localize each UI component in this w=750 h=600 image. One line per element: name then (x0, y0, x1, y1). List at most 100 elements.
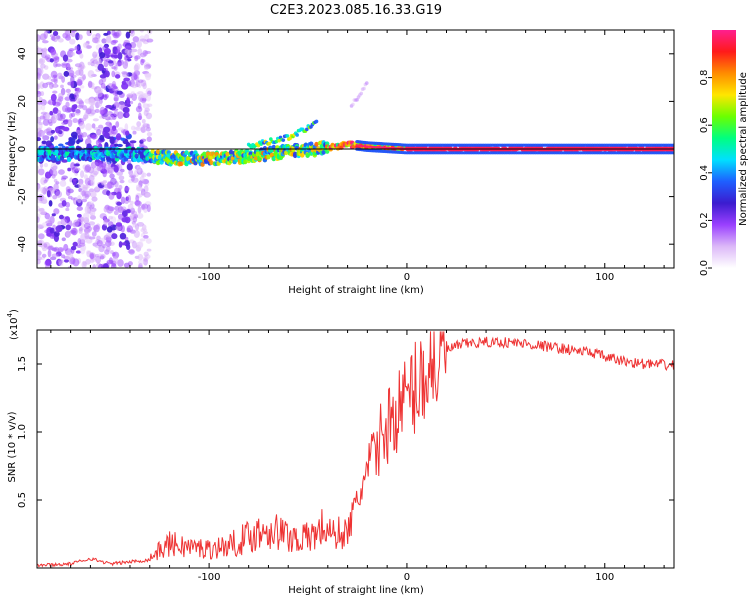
heatmap-cell (74, 45, 80, 51)
heatmap-cell (61, 237, 66, 242)
heatmap-cell (137, 206, 142, 214)
heatmap-cell (37, 216, 40, 223)
heatmap-cell (70, 245, 77, 251)
heatmap-cell (107, 206, 115, 212)
heatmap-cell (116, 30, 122, 37)
heatmap-cell (65, 224, 72, 231)
heatmap-cell (130, 73, 138, 81)
heatmap-cell (145, 112, 153, 120)
heatmap-cell (44, 56, 49, 60)
heatmap-cell (193, 160, 198, 166)
heatmap-cell (66, 252, 74, 260)
heatmap-cell (90, 98, 96, 106)
heatmap-cell (103, 206, 108, 213)
heatmap-cell (89, 252, 94, 260)
heatmap-cell (281, 138, 286, 142)
heatmap-cell (184, 150, 189, 156)
heatmap-cell (68, 48, 75, 52)
heatmap-cell (66, 58, 73, 63)
heatmap-cell (137, 91, 144, 95)
heatmap-cell (137, 253, 144, 261)
heatmap-cell (93, 96, 101, 102)
heatmap-cell (145, 126, 151, 132)
y-tick-label: 40 (17, 47, 28, 60)
heatmap-cell (267, 141, 272, 146)
heatmap-cell (136, 121, 142, 127)
figure-title: C2E3.2023.085.16.33.G19 (270, 3, 442, 18)
heatmap-cell (52, 90, 58, 94)
heatmap-cell (112, 39, 119, 44)
heatmap-cell (117, 213, 124, 220)
heatmap-cell (103, 59, 109, 68)
heatmap-cell (314, 119, 319, 124)
heatmap-cell (67, 188, 74, 194)
heatmap-cell (81, 198, 88, 203)
heatmap-cell (137, 79, 144, 83)
heatmap-cell (87, 61, 92, 66)
heatmap-cell (120, 137, 126, 141)
heatmap-cell (69, 38, 76, 45)
heatmap-cell (120, 168, 125, 173)
y-tick-label: 0.5 (17, 492, 28, 508)
snr-axes: -100 0 100 0.5 1.0 1.5 (17, 330, 674, 583)
heatmap-cell (277, 138, 281, 143)
heatmap-cell (52, 30, 59, 37)
heatmap-cell (53, 208, 60, 215)
heatmap-cell (124, 49, 130, 54)
heatmap-cell (54, 149, 59, 155)
heatmap-cell (140, 126, 146, 133)
colorbar-gradient (712, 30, 736, 268)
heatmap-cell (45, 140, 52, 147)
heatmap-cell (54, 101, 61, 107)
heatmap-cell (122, 106, 130, 113)
heatmap-cell (92, 37, 99, 44)
heatmap-cell (119, 179, 125, 184)
heatmap-cell (63, 70, 70, 77)
heatmap-cell (111, 83, 116, 88)
heatmap-cell (127, 261, 133, 266)
heatmap-cell (100, 156, 106, 162)
heatmap-cell (83, 190, 92, 198)
heatmap-cell (115, 49, 121, 54)
heatmap-cell (50, 115, 56, 122)
heatmap-cell (42, 118, 50, 126)
heatmap-cell (321, 149, 326, 155)
heatmap-cell (42, 82, 49, 89)
heatmap-cell (73, 219, 80, 227)
heatmap-cell (115, 133, 122, 141)
heatmap-cell (81, 65, 86, 69)
heatmap-cell (136, 40, 143, 49)
heatmap-cell (93, 224, 100, 233)
heatmap-cell (61, 175, 68, 180)
heatmap-cell (126, 225, 134, 233)
heatmap-cell (131, 84, 138, 89)
heatmap-cell (671, 143, 674, 147)
heatmap-cell (117, 259, 124, 267)
heatmap-cell (49, 58, 54, 63)
heatmap-cell (133, 230, 140, 238)
heatmap-cell (105, 104, 113, 109)
colorbar-ticks: 0.0 0.2 0.4 0.6 0.8 (699, 70, 712, 276)
heatmap-cell (62, 126, 70, 132)
heatmap-cell (43, 162, 49, 168)
heatmap-cell (295, 133, 299, 137)
heatmap-cell (119, 232, 127, 240)
heatmap-cell (109, 173, 115, 179)
heatmap-cell (37, 137, 42, 142)
heatmap-cell (145, 192, 152, 198)
heatmap-cell (136, 212, 144, 219)
heatmap-cell (305, 153, 310, 158)
heatmap-cell (97, 161, 104, 168)
heatmap-cell (274, 139, 279, 144)
heatmap-cell (79, 85, 85, 89)
heatmap-cell (37, 258, 41, 265)
heatmap-cell (111, 108, 119, 112)
heatmap-cell (105, 245, 111, 253)
heatmap-cell (121, 80, 127, 86)
heatmap-cell (70, 147, 75, 153)
heatmap-cell (143, 251, 149, 257)
heatmap-cell (93, 170, 99, 176)
snr-multiplier: (x104) (6, 309, 20, 340)
heatmap-cell (70, 162, 76, 170)
heatmap-cell (110, 128, 118, 135)
